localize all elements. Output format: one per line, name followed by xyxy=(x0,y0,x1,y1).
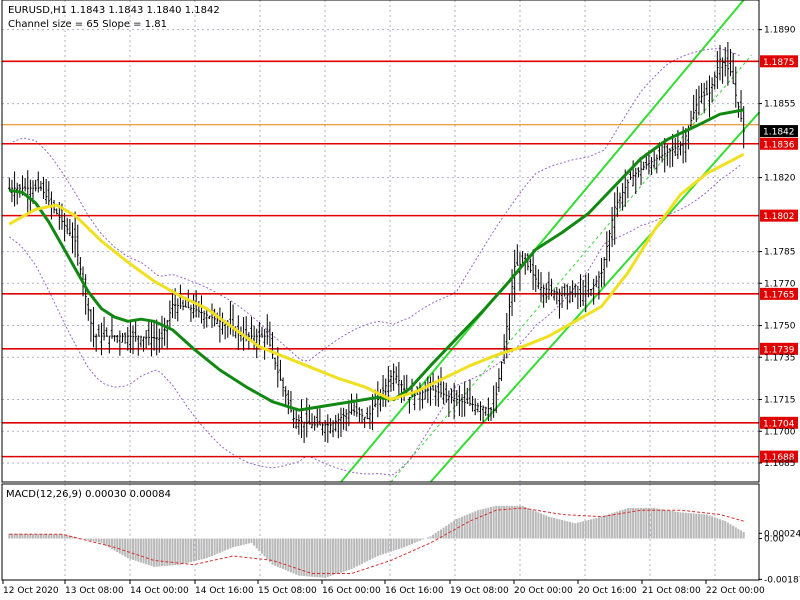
level-label-bg xyxy=(760,416,798,429)
frame xyxy=(1,0,760,581)
macd-tick-label: -0.00187 xyxy=(764,575,800,585)
price-tick-label: 1.1770 xyxy=(764,279,796,289)
price-tick-label: 1.1715 xyxy=(764,396,796,406)
level-label: 1.1688 xyxy=(763,453,795,463)
price-tick-label: 1.1735 xyxy=(764,353,796,363)
fast-ma-line xyxy=(9,108,744,412)
price-tick-label: 1.1820 xyxy=(764,174,796,184)
time-tick-label: 14 Oct 16:00 xyxy=(195,586,254,596)
price-tick-label: 1.1785 xyxy=(764,248,796,258)
time-tick-label: 15 Oct 08:00 xyxy=(258,586,317,596)
main-frame xyxy=(1,0,760,483)
channel-info: Channel size = 65 Slope = 1.81 xyxy=(8,19,167,30)
level-label-bg xyxy=(760,137,798,150)
macd-frame xyxy=(1,483,760,581)
current-price-bg xyxy=(760,125,798,138)
time-tick-label: 13 Oct 08:00 xyxy=(65,586,124,596)
macd-label: MACD(12,26,9) 0.00030 0.00084 xyxy=(6,489,171,500)
time-tick-label: 16 Oct 00:00 xyxy=(322,586,381,596)
symbol-ohlc: EURUSD,H1 1.1843 1.1843 1.1840 1.1842 xyxy=(8,5,220,16)
time-tick-label: 14 Oct 00:00 xyxy=(130,586,189,596)
time-tick-label: 20 Oct 00:00 xyxy=(514,586,573,596)
time-tick-label: 12 Oct 2020 xyxy=(3,586,59,596)
level-label: 1.1836 xyxy=(763,140,795,150)
price-tick-label: 1.1685 xyxy=(764,459,796,469)
level-label: 1.1739 xyxy=(763,345,795,355)
candles xyxy=(8,41,745,443)
envelope-bands xyxy=(8,47,742,476)
price-tick-label: 1.1855 xyxy=(764,100,796,110)
time-tick-label: 22 Oct 00:00 xyxy=(706,586,765,596)
level-label: 1.1875 xyxy=(763,58,795,68)
slow-ma-line xyxy=(8,152,745,402)
level-label-bg xyxy=(760,55,798,68)
price-tick-label: 1.1890 xyxy=(764,26,796,36)
upper-band xyxy=(9,47,742,362)
time-axis: 12 Oct 2020 13 Oct 08:00 14 Oct 00:00 14 Oc… xyxy=(2,580,765,596)
support-resistance-levels: 1.1875 1.1836 1.1802 1.1765 1.1739 1.1704 1.16… xyxy=(2,55,798,463)
price-axis: 1.1890 1.1855 1.1820 1.1785 1.1770 1.1750 1.17… xyxy=(759,26,800,585)
level-label: 1.1802 xyxy=(763,212,795,222)
moving-averages xyxy=(8,108,745,412)
time-tick-label: 19 Oct 08:00 xyxy=(450,586,509,596)
level-label-bg xyxy=(760,287,798,300)
price-tick-label: 1.1750 xyxy=(764,322,796,332)
macd-tick-label: 0.00 xyxy=(764,535,784,545)
level-label: 1.1765 xyxy=(763,290,795,300)
time-tick-label: 20 Oct 16:00 xyxy=(578,586,637,596)
time-tick-label: 21 Oct 08:00 xyxy=(642,586,701,596)
price-tick-label: 1.1700 xyxy=(764,427,796,437)
lower-band xyxy=(8,164,742,476)
time-tick-label: 16 Oct 16:00 xyxy=(385,586,444,596)
macd-tick-label: 0.00024 xyxy=(764,529,800,539)
channel-upper-line xyxy=(340,0,745,483)
chart-header: EURUSD,H1 1.1843 1.1843 1.1840 1.1842 Ch… xyxy=(6,5,220,500)
level-label-bg xyxy=(760,342,798,355)
level-label-bg xyxy=(760,209,798,222)
level-label: 1.1704 xyxy=(763,419,795,429)
current-price-label: 1.1842 xyxy=(763,128,795,138)
macd-signal-line xyxy=(9,507,744,574)
level-label-bg xyxy=(760,450,798,463)
